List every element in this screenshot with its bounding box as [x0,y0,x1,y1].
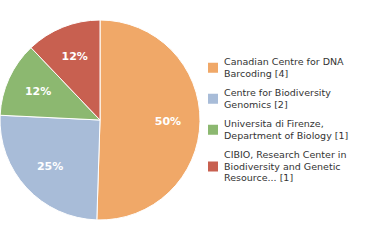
legend-label: Centre for BiodiversityGenomics [2] [224,87,331,110]
legend-swatch [208,162,218,172]
data-labels: 50% 25% 12% 12% [25,50,181,172]
pie-slice [31,20,100,120]
legend: Canadian Centre for DNABarcoding [4] Cent… [208,56,348,183]
data-label: 12% [25,85,51,98]
pie-slice [0,115,100,220]
legend-swatch [208,94,218,104]
data-label: 12% [62,50,88,63]
legend-label: Universita di Firenze,Department of Biol… [224,118,348,141]
legend-label: Canadian Centre for DNABarcoding [4] [224,56,344,79]
legend-swatch [208,125,218,135]
data-label: 25% [37,160,63,173]
pie-slice [97,20,200,220]
pie [0,20,200,220]
data-label: 50% [155,115,181,128]
legend-swatch [208,63,218,73]
chart: 50% 25% 12% 12% Canadian Centre for DNABarco… [0,0,380,240]
legend-label: CIBIO, Research Center inBiodiversity an… [224,149,347,183]
chart-container: 50% 25% 12% 12% Canadian Centre for DNABarco… [0,0,380,240]
